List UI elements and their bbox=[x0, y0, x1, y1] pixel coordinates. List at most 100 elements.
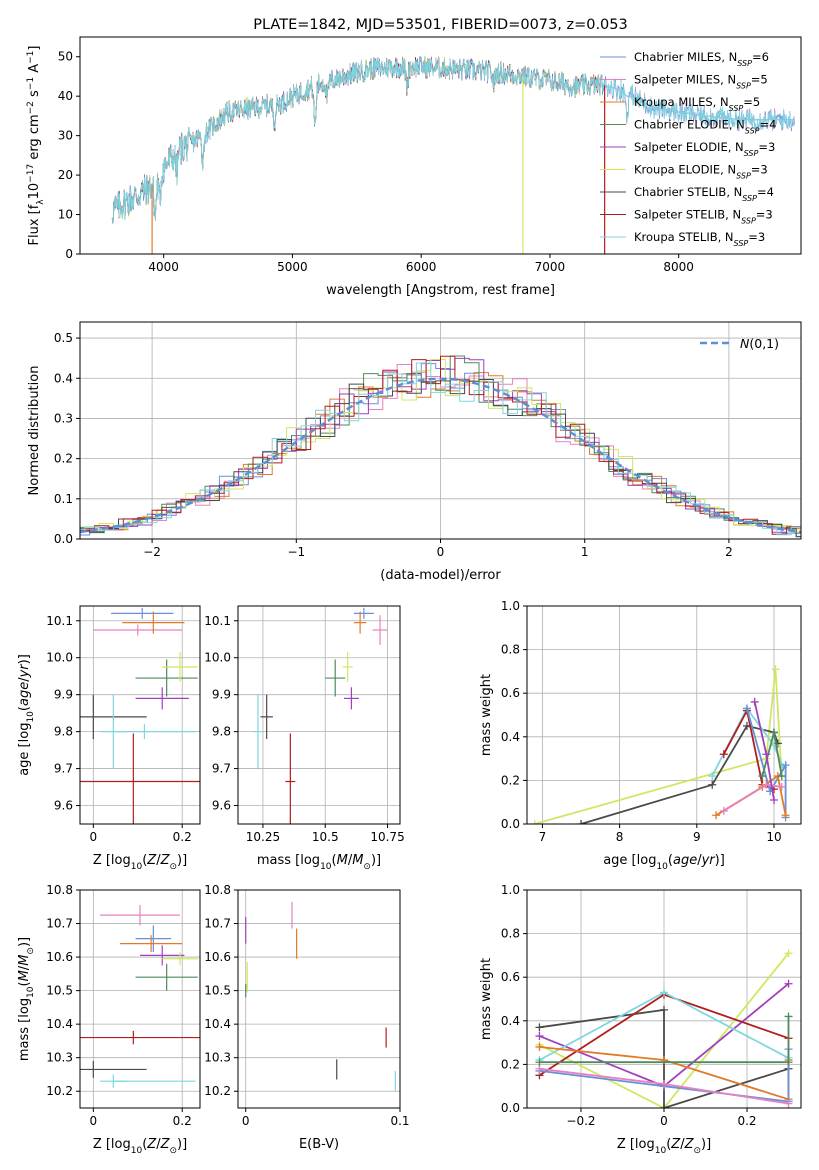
y-tick-label: 10.8 bbox=[46, 883, 73, 897]
legend-entry: Chabrier ELODIE, NSSP=4 bbox=[634, 118, 776, 136]
weight_vs_Z-chart: −0.2 0 0.2 0.0 0.2 0.4 0.6 0.8 1.0 Z [log10(Z/Z⊙)… bbox=[479, 883, 802, 1156]
weight-marker bbox=[535, 1023, 544, 1032]
y-tick-label: 0.1 bbox=[54, 492, 73, 506]
weight-line-chabrier_stelib bbox=[580, 724, 779, 824]
mass_vs_Z-plot-area bbox=[80, 905, 200, 1088]
y-tick-label: 10.7 bbox=[46, 917, 73, 931]
x-tick-label: 10 bbox=[766, 830, 781, 844]
weight-marker bbox=[742, 704, 751, 713]
y-axis-label: mass weight bbox=[479, 674, 494, 756]
axes-frame bbox=[237, 605, 401, 825]
y-tick-label: 0.5 bbox=[54, 331, 73, 345]
y-tick-label: 0.8 bbox=[501, 643, 520, 657]
x-tick-label: 9 bbox=[693, 830, 701, 844]
x-tick-label: 0 bbox=[90, 1114, 98, 1128]
weight-marker bbox=[769, 796, 778, 805]
y-tick-label: 9.6 bbox=[54, 799, 73, 813]
y-axis-label: Flux [fλ10−17 erg cm−2 s−1 A−1] bbox=[26, 46, 46, 246]
y-tick-label: 0 bbox=[65, 247, 73, 261]
x-tick-label: −1 bbox=[287, 545, 305, 559]
y-tick-label: 9.7 bbox=[54, 762, 73, 776]
x-tick-label: 10.25 bbox=[246, 830, 280, 844]
weight-marker bbox=[660, 988, 668, 997]
weight-marker bbox=[784, 979, 793, 988]
y-tick-label: 0.2 bbox=[501, 1057, 520, 1071]
x-tick-label: 10.75 bbox=[370, 830, 404, 844]
spectrum-legend: Chabrier MILES, NSSP=6 Salpeter MILES, NS… bbox=[600, 50, 776, 248]
y-tick-label: 1.0 bbox=[501, 599, 520, 613]
weight-marker bbox=[750, 697, 759, 706]
x-tick-label: 7000 bbox=[535, 260, 566, 274]
y-axis-label: mass weight bbox=[479, 958, 494, 1040]
weight-marker bbox=[784, 1099, 793, 1108]
y-axis-label: age [log10(age/yr)] bbox=[17, 654, 36, 776]
x-tick-label: 2 bbox=[725, 545, 733, 559]
weight-line-kroupa_elodie bbox=[534, 669, 783, 824]
legend-entry: Salpeter ELODIE, NSSP=3 bbox=[634, 140, 775, 158]
gaussian-curve bbox=[80, 377, 801, 534]
x-tick-label: 0.2 bbox=[737, 1114, 756, 1128]
weight-marker bbox=[719, 806, 728, 815]
y-axis-label: mass [log10(M/M⊙)] bbox=[17, 937, 36, 1061]
legend-entry: Chabrier MILES, NSSP=6 bbox=[634, 50, 769, 68]
y-tick-label: 0.3 bbox=[54, 411, 73, 425]
y-tick-label: 9.6 bbox=[212, 799, 231, 813]
weight-marker bbox=[535, 1042, 544, 1051]
axes-frame bbox=[79, 889, 201, 1109]
axes-frame bbox=[79, 605, 201, 825]
legend-entry: Salpeter STELIB, NSSP=3 bbox=[634, 208, 773, 226]
weight-marker bbox=[777, 782, 786, 791]
age_vs_mass-plot-area bbox=[252, 607, 388, 824]
x-axis-label: Z [log10(Z/Z⊙)] bbox=[93, 853, 187, 872]
weight-marker bbox=[781, 761, 790, 770]
x-tick-label: −2 bbox=[143, 545, 161, 559]
weight_vs_age-plot-area bbox=[530, 665, 790, 824]
x-axis-label: age [log10(age/yr)] bbox=[603, 853, 725, 872]
y-tick-label: 10.2 bbox=[46, 1084, 73, 1098]
axes-frame bbox=[237, 889, 401, 1109]
axes-frame bbox=[526, 605, 802, 825]
weight-marker bbox=[708, 772, 717, 781]
x-axis-label: (data-model)/error bbox=[380, 568, 501, 583]
y-tick-label: 0.0 bbox=[54, 532, 73, 546]
weight-marker bbox=[762, 780, 771, 789]
y-tick-label: 10.8 bbox=[204, 883, 231, 897]
y-tick-label: 10.0 bbox=[46, 651, 73, 665]
x-tick-label: 0 bbox=[242, 1114, 250, 1128]
y-tick-label: 0.4 bbox=[501, 730, 520, 744]
y-tick-label: 0.4 bbox=[501, 1014, 520, 1028]
x-axis-label: Z [log10(Z/Z⊙)] bbox=[617, 1137, 711, 1156]
x-tick-label: −0.2 bbox=[566, 1114, 595, 1128]
model-kroupa_stelib bbox=[601, 83, 795, 121]
age_vs_Z-plot-area bbox=[80, 607, 200, 824]
weight-marker bbox=[660, 1080, 668, 1089]
chart-title: PLATE=1842, MJD=53501, FIBERID=0073, z=0… bbox=[253, 17, 627, 33]
y-tick-label: 9.9 bbox=[212, 688, 231, 702]
histogram-kroupa_miles bbox=[80, 372, 801, 532]
x-tick-label: 6000 bbox=[406, 260, 437, 274]
weight-marker bbox=[769, 728, 778, 737]
y-tick-label: 10 bbox=[58, 208, 73, 222]
y-tick-label: 10.1 bbox=[46, 614, 73, 628]
y-tick-label: 9.7 bbox=[212, 762, 231, 776]
age_vs_Z-chart: 0 0.2 9.6 9.7 9.8 9.9 10.0 10.1 Z [log10(Z/Z⊙)] a… bbox=[17, 605, 201, 872]
x-axis-label: E(B-V) bbox=[299, 1137, 339, 1152]
weight-marker bbox=[712, 811, 721, 820]
y-tick-label: 0.0 bbox=[501, 817, 520, 831]
y-tick-label: 0.2 bbox=[54, 452, 73, 466]
y-tick-label: 50 bbox=[58, 50, 73, 64]
residual_hist-chart: −2 −1 0 1 2 0.0 0.1 0.2 0.3 0.4 0.5 (data-model)/er… bbox=[27, 321, 802, 583]
weight-marker bbox=[762, 750, 771, 759]
y-tick-label: 20 bbox=[58, 168, 73, 182]
mass_vs_ebv-chart: 0 0.1 10.2 10.3 10.4 10.5 10.6 10.7 10.8 E(B-V) bbox=[204, 883, 409, 1152]
weight-marker bbox=[577, 820, 586, 824]
legend-entry: Kroupa STELIB, NSSP=3 bbox=[634, 230, 765, 248]
weight-marker bbox=[784, 1012, 793, 1021]
weight-marker bbox=[771, 665, 780, 674]
y-tick-label: 0.4 bbox=[54, 371, 73, 385]
weight-marker bbox=[719, 750, 728, 759]
y-tick-label: 10.3 bbox=[204, 1051, 231, 1065]
x-tick-label: 7 bbox=[539, 830, 547, 844]
y-tick-label: 1.0 bbox=[501, 883, 520, 897]
